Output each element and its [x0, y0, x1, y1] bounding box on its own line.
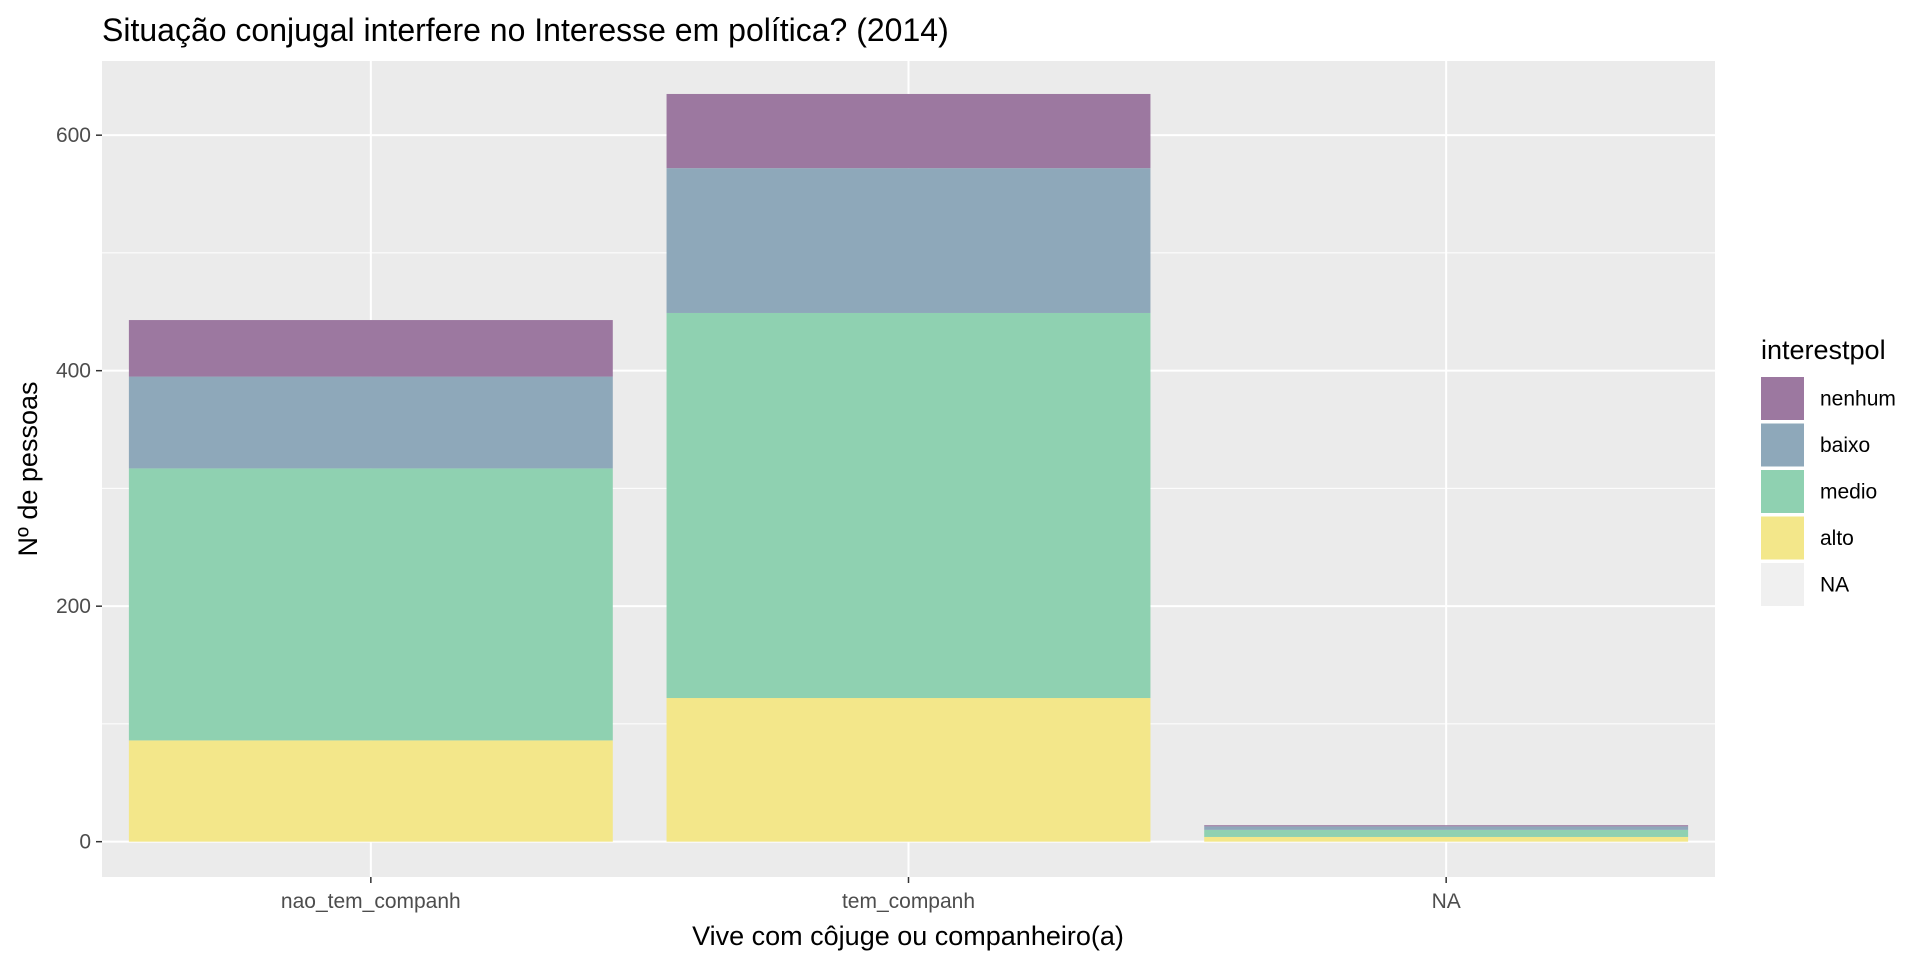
bar-segment-alto [128, 740, 613, 842]
bar-segment-alto [666, 698, 1151, 842]
y-axis-title: Nº de pessoas [13, 382, 43, 557]
bar-segment-alto [1204, 836, 1689, 842]
legend-title: interestpol [1761, 335, 1886, 365]
legend-key-baixo [1761, 423, 1804, 467]
x-tick-label: tem_companh [842, 890, 975, 913]
x-tick-label: NA [1432, 890, 1461, 913]
bars [128, 93, 1689, 842]
legend-key-NA [1761, 563, 1804, 606]
legend-label: nenhum [1820, 388, 1896, 411]
y-tick-label: 400 [56, 360, 91, 383]
legend-key-nenhum [1761, 377, 1804, 420]
legend-label: alto [1820, 527, 1854, 550]
y-tick-label: 200 [56, 595, 91, 618]
bar-segment-medio [128, 468, 613, 741]
bar-segment-nenhum [128, 320, 613, 377]
bar-segment-baixo [1204, 826, 1689, 830]
x-tick-label: nao_tem_companh [281, 890, 461, 913]
bar-segment-nenhum [666, 93, 1151, 169]
y-tick-label: 600 [56, 124, 91, 147]
x-axis-title: Vive com côjuge ou companheiro(a) [692, 921, 1124, 951]
y-tick-label: 0 [79, 831, 91, 854]
bar-segment-baixo [128, 376, 613, 469]
x-axis: nao_tem_companh tem_companh NA [281, 877, 1461, 913]
y-axis: 0 200 400 600 [56, 124, 102, 854]
bar-segment-medio [666, 312, 1151, 699]
legend-key-alto [1761, 516, 1804, 560]
bar-segment-nenhum [1204, 825, 1689, 827]
legend-label: medio [1820, 481, 1877, 504]
legend-label: baixo [1820, 434, 1870, 457]
bar-segment-medio [1204, 829, 1689, 837]
legend-label: NA [1820, 574, 1849, 597]
legend-key-medio [1761, 470, 1804, 513]
chart-title: Situação conjugal interfere no Interesse… [102, 12, 949, 48]
bar-segment-baixo [666, 168, 1151, 313]
legend: interestpol nenhum baixo medio alto NA [1761, 335, 1896, 606]
